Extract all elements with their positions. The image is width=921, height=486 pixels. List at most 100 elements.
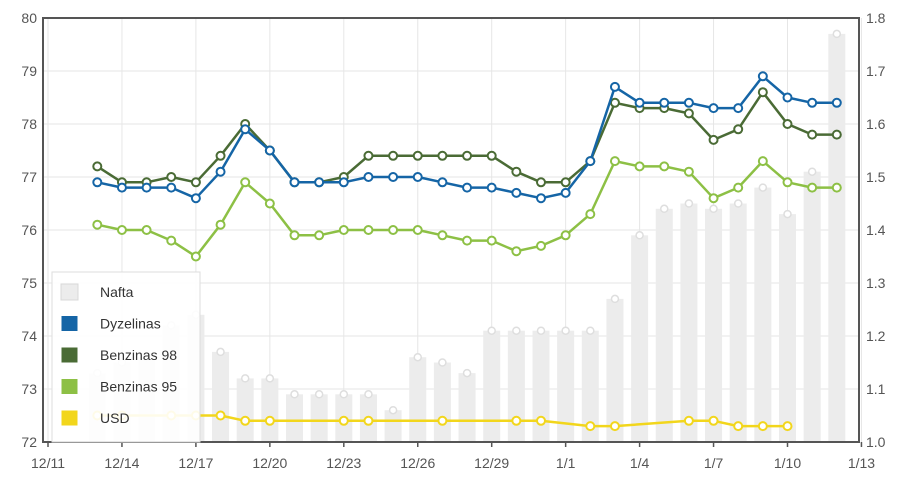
plot-frame: [42, 17, 860, 443]
nafta-bar: [310, 394, 328, 442]
benzinas-95-point: [190, 251, 201, 262]
nafta-bar-point: [364, 390, 373, 399]
benzinas-98-point: [363, 150, 374, 161]
nafta-bar: [212, 351, 230, 442]
nafta-bar-point: [783, 209, 792, 219]
benzinas-98-point: [609, 97, 620, 108]
left-axis-ticks: 72 73 74 75 76 77 78 79 80: [21, 10, 37, 450]
nafta-bar-point: [388, 405, 398, 415]
nafta-bar: [483, 330, 501, 442]
usd-point: [264, 415, 275, 426]
nafta-bar-point: [438, 358, 447, 367]
benzinas-95-point: [733, 182, 744, 193]
legend-swatch-dyzelinas: [60, 315, 79, 332]
legend-swatch-benzinas-98: [60, 346, 79, 364]
dyzelinas-point: [683, 97, 694, 108]
x-tick-label: 12/11: [31, 455, 65, 471]
dyzelinas-point: [363, 172, 374, 182]
dyzelinas-point: [92, 177, 103, 188]
dyzelinas-point: [338, 177, 349, 188]
benzinas-95-point: [92, 219, 103, 230]
left-tick-label: 77: [21, 169, 37, 185]
x-tick-label: 1/1: [556, 455, 576, 471]
benzinas-95-point: [215, 219, 226, 230]
benzinas-95-point: [264, 198, 275, 209]
dyzelinas-point: [609, 81, 620, 92]
benzinas-98-point: [92, 161, 103, 172]
nafta-bar-point: [635, 231, 644, 240]
right-tick-label: 1.2: [866, 328, 886, 344]
legend-swatch-benzinas-95: [60, 378, 79, 395]
right-tick-label: 1.3: [866, 275, 886, 291]
usd-point: [363, 415, 374, 426]
nafta-bar: [680, 203, 698, 442]
legend-label-nafta: Nafta: [100, 284, 134, 300]
x-tick-label: 12/29: [474, 455, 509, 471]
usd-point: [437, 415, 448, 426]
benzinas-98-point: [782, 119, 793, 129]
benzinas-95-point: [388, 225, 399, 235]
nafta-bar-point: [462, 368, 472, 378]
benzinas-95-point: [807, 182, 818, 193]
benzinas-98-point: [536, 177, 546, 188]
dyzelinas-point: [560, 187, 571, 198]
dyzelinas-point: [585, 156, 596, 167]
benzinas-95-point: [314, 230, 325, 241]
nafta-bar: [754, 187, 772, 442]
nafta-bar: [779, 214, 796, 442]
usd-point: [782, 421, 793, 432]
nafta-bar-point: [216, 347, 225, 357]
benzinas-98-point: [708, 134, 719, 145]
legend: Nafta Dyzelinas Benzinas 98 Benzinas 95 USD: [51, 271, 201, 443]
nafta-bar: [433, 362, 451, 442]
legend-label-benzinas-98: Benzinas 98: [100, 347, 177, 363]
nafta-bar: [803, 171, 821, 442]
usd-point: [240, 415, 251, 426]
left-tick-label: 72: [21, 434, 37, 450]
benzinas-95-point: [708, 193, 719, 204]
dyzelinas-point: [215, 166, 226, 177]
x-tick-label: 12/20: [252, 455, 287, 471]
nafta-bar-point: [265, 374, 275, 383]
nafta-bar: [507, 330, 525, 442]
nafta-bar: [581, 330, 599, 442]
nafta-bar: [409, 357, 427, 442]
benzinas-95-point: [486, 235, 497, 246]
benzinas-95-point: [462, 235, 473, 246]
legend-label-dyzelinas: Dyzelinas: [100, 316, 161, 332]
dyzelinas-point: [807, 97, 818, 108]
x-tick-label: 12/23: [326, 455, 361, 471]
legend-swatch-usd: [60, 409, 79, 427]
benzinas-95-point: [141, 225, 152, 235]
right-tick-label: 1.0: [866, 434, 886, 450]
left-tick-label: 75: [21, 275, 37, 291]
dyzelinas-point: [314, 177, 325, 188]
nafta-bar: [655, 208, 673, 442]
nafta-bar-point: [586, 326, 595, 335]
benzinas-95-point: [166, 235, 177, 246]
nafta-bar-point: [240, 374, 250, 383]
usd-point: [511, 415, 522, 426]
dyzelinas-point: [166, 182, 177, 193]
nafta-bar: [606, 298, 624, 442]
usd-point: [338, 415, 349, 426]
left-tick-label: 76: [21, 222, 37, 238]
dyzelinas-point: [782, 92, 793, 103]
nafta-bar: [458, 373, 476, 442]
nafta-bar: [236, 378, 254, 442]
x-tick-label: 1/13: [848, 455, 875, 471]
usd-point: [215, 410, 226, 421]
dyzelinas-point: [388, 172, 399, 182]
nafta-bar: [384, 410, 402, 442]
nafta-bar: [828, 33, 846, 443]
benzinas-95-point: [412, 225, 423, 235]
right-tick-label: 1.6: [866, 116, 886, 132]
benzinas-98-line: [96, 90, 837, 184]
usd-point: [708, 415, 719, 426]
benzinas-95-point: [683, 166, 694, 177]
benzinas-98-point: [166, 172, 177, 182]
dyzelinas-point: [733, 103, 744, 114]
benzinas-98-point: [757, 87, 768, 98]
benzinas-98-point: [462, 150, 473, 161]
nafta-bar-point: [610, 294, 620, 304]
